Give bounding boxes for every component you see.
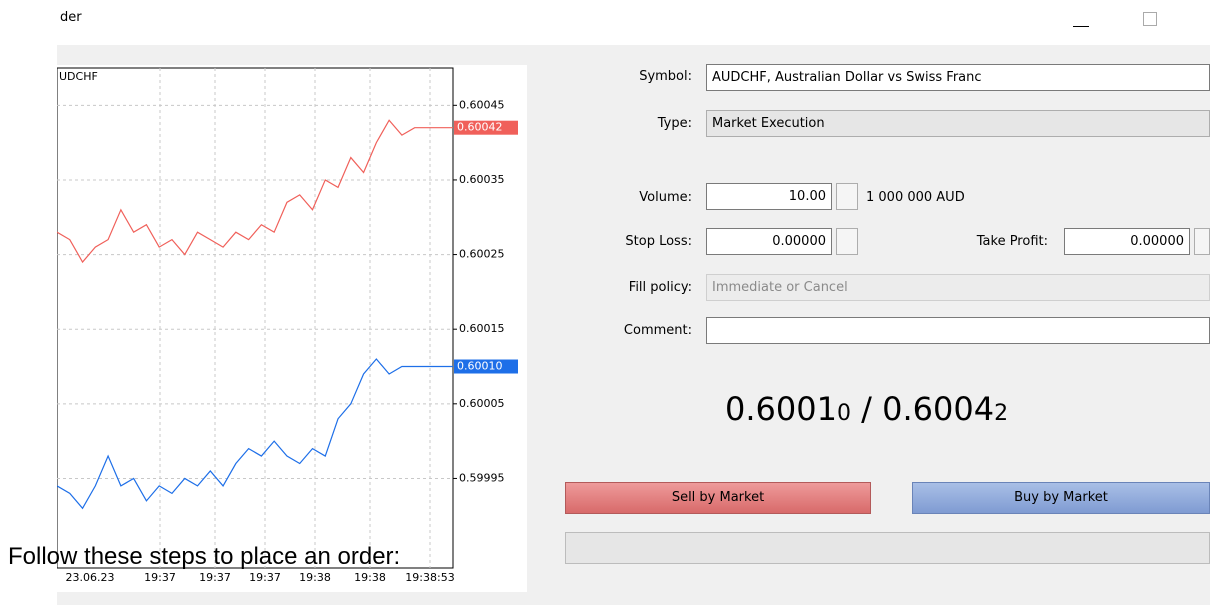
- label: Take Profit:: [976, 234, 1048, 249]
- separator: /: [861, 390, 872, 428]
- y-tick-label: 0.60015: [459, 322, 505, 335]
- bid: 0.6001: [725, 390, 837, 428]
- label: Type:: [657, 116, 692, 131]
- plot-frame: [57, 67, 454, 569]
- takeprofit-spin[interactable]: [1194, 228, 1210, 255]
- y-tick-label: 0.60025: [459, 248, 505, 261]
- chart: UDCHF 0.59995 0.60005 0.60015 0.60025 0.60035…: [57, 65, 527, 592]
- stoploss-spin[interactable]: [836, 228, 858, 255]
- x-tick-label: 19:38: [354, 571, 386, 584]
- y-tick-label: 0.59995: [459, 471, 505, 484]
- ask: 0.6004: [882, 390, 995, 428]
- comment-input[interactable]: [706, 317, 1210, 344]
- sell-button[interactable]: Sell by Market: [565, 482, 871, 514]
- chart-bg: [57, 65, 527, 592]
- progress-bar: [565, 532, 1210, 564]
- label: Volume:: [639, 190, 692, 205]
- volume-note: 1 000 000 AUD: [866, 190, 965, 205]
- label: Comment:: [623, 323, 692, 338]
- fill-select: Immediate or Cancel: [706, 274, 1210, 301]
- label: Stop Loss:: [625, 234, 692, 249]
- maximize[interactable]: [1143, 12, 1157, 26]
- y-tick-label: 0.60005: [459, 397, 505, 410]
- y-tick-label: 0.60035: [459, 173, 505, 186]
- x-tick-label: 19:38: [299, 571, 331, 584]
- x-tick-label: 23.06.23: [66, 571, 115, 584]
- x-tick-label: 19:37: [249, 571, 281, 584]
- price-line: [57, 119, 453, 264]
- x-tick-label: 19:37: [144, 571, 176, 584]
- price-tag-bg: [454, 359, 518, 374]
- window-title: der: [60, 10, 82, 25]
- y-tick-label: 0.60045: [459, 98, 505, 111]
- x-tick-label: 19:38:53: [405, 571, 454, 584]
- price-tag: 0.60010: [457, 360, 503, 373]
- takeprofit-input[interactable]: 0.00000: [1064, 228, 1190, 255]
- volume-spin[interactable]: [836, 183, 858, 210]
- ask-pip: 2: [994, 401, 1009, 426]
- bid-pip: 0: [836, 401, 851, 426]
- x-tick-label: 19:37: [199, 571, 231, 584]
- price-line: [57, 358, 453, 510]
- buy-button[interactable]: Buy by Market: [912, 482, 1210, 514]
- quote: 0.60010 / 0.60042: [725, 390, 1008, 428]
- label: Symbol:: [639, 69, 692, 84]
- volume-input[interactable]: 10.00: [706, 183, 832, 210]
- type-select[interactable]: Market Execution: [706, 110, 1210, 137]
- price-tag: 0.60042: [457, 121, 503, 134]
- stoploss-input[interactable]: 0.00000: [706, 228, 832, 255]
- price-tag-bg: [454, 120, 518, 135]
- overlay-text: Follow these steps to place an order:: [8, 543, 401, 570]
- minimize[interactable]: [1073, 26, 1089, 27]
- symbol-select[interactable]: AUDCHF, Australian Dollar vs Swiss Franc: [706, 64, 1210, 91]
- chart-title: UDCHF: [59, 70, 98, 83]
- label: Fill policy:: [628, 280, 692, 295]
